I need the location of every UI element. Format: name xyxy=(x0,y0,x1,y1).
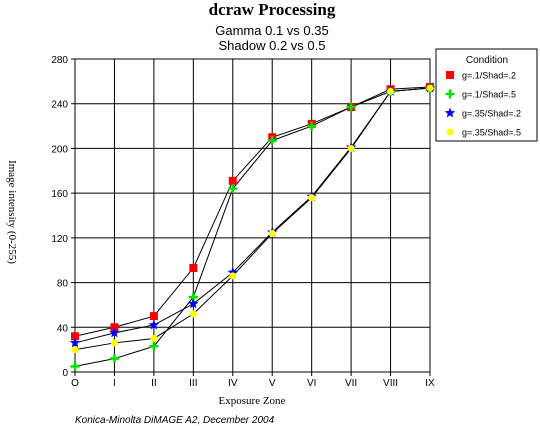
y-tick-label: 160 xyxy=(51,189,68,200)
data-point-s3-2 xyxy=(109,327,120,338)
footnote: Konica-Minolta DiMAGE A2, December 2004 xyxy=(75,415,275,426)
x-tick-label: IV xyxy=(228,378,238,389)
data-point-s3-1 xyxy=(69,337,81,348)
chart-subtitle-line-1: Gamma 0.1 vs 0.35 xyxy=(215,23,328,38)
series-markers xyxy=(69,82,436,371)
data-point-s1-1 xyxy=(71,332,79,341)
x-tick-label: II xyxy=(151,378,157,389)
x-tick-label: IX xyxy=(425,378,435,389)
legend-marker-4 xyxy=(446,128,454,136)
data-point-s1-3 xyxy=(149,312,158,321)
data-point-s2-5 xyxy=(228,184,238,194)
legend-label-2: g=.1/Shad=.5 xyxy=(462,90,516,100)
y-tick-label: 200 xyxy=(51,144,68,155)
data-point-s2-2 xyxy=(109,354,119,364)
legend-label-3: g=.35/Shad=.2 xyxy=(462,109,521,119)
data-point-s4-2 xyxy=(110,339,118,347)
data-point-s1-5 xyxy=(228,176,237,185)
data-point-s3-4 xyxy=(188,298,199,309)
y-tick-label: 120 xyxy=(51,234,68,245)
y-tick-label: 240 xyxy=(51,100,68,111)
data-point-s1-4 xyxy=(189,264,198,273)
data-point-s3-5 xyxy=(227,267,239,277)
x-tick-label: V xyxy=(269,378,276,389)
data-point-s4-6 xyxy=(268,229,276,237)
data-point-s4-1 xyxy=(71,346,79,354)
series-line-1 xyxy=(74,86,431,337)
legend-label-4: g=.35/Shad=.5 xyxy=(462,128,521,138)
data-point-s2-7 xyxy=(307,121,317,131)
x-tick-label: O xyxy=(71,378,79,389)
legend-items: g=.1/Shad=.2 g=.1/Shad=.5 g=.35/Shad=.2 g=.… xyxy=(444,71,521,138)
legend-marker-3 xyxy=(444,107,456,118)
legend-title: Condition xyxy=(466,55,508,66)
y-tick-label: 0 xyxy=(62,368,68,379)
data-point-s3-3 xyxy=(148,319,160,330)
data-point-s1-2 xyxy=(110,323,119,332)
y-axis-label: Image intensity (0-255) xyxy=(6,160,18,264)
plot-area-frame xyxy=(74,58,431,373)
data-point-s4-10 xyxy=(426,84,434,92)
data-point-s4-8 xyxy=(347,144,355,152)
series-line-3 xyxy=(74,87,431,344)
data-point-s2-6 xyxy=(267,136,277,146)
x-tick-label: I xyxy=(113,378,116,389)
y-tick-label: 40 xyxy=(57,323,69,334)
x-tick-label: III xyxy=(189,378,197,389)
series-line-4 xyxy=(74,87,431,351)
legend-label-1: g=.1/Shad=.2 xyxy=(462,71,516,81)
data-point-s2-1 xyxy=(70,361,80,371)
data-point-s2-3 xyxy=(149,341,159,351)
data-point-s4-9 xyxy=(387,87,395,95)
x-tick-label: VI xyxy=(307,378,316,389)
legend-marker-2 xyxy=(445,89,455,99)
data-point-s4-3 xyxy=(150,334,158,342)
data-point-s2-8 xyxy=(346,102,356,112)
x-tick-labels: O I II III IV V VI VII VIII IX xyxy=(71,378,435,389)
x-axis-label: Exposure Zone xyxy=(219,395,286,407)
x-tick-label: VIII xyxy=(383,378,398,389)
legend-marker-1 xyxy=(446,71,454,79)
y-tick-label: 80 xyxy=(57,279,69,290)
data-point-s4-4 xyxy=(189,310,197,318)
y-tick-labels: 0 40 80 120 160 200 240 280 xyxy=(51,55,68,379)
series-line-2 xyxy=(74,87,431,367)
grid-lines xyxy=(71,58,431,376)
chart-subtitle-line-2: Shadow 0.2 vs 0.5 xyxy=(219,38,326,53)
series-lines xyxy=(74,86,431,367)
x-tick-label: VII xyxy=(345,378,357,389)
chart-title: dcraw Processing xyxy=(209,0,336,19)
legend: Condition g=.1/Shad=.2 g=.1/Shad=.5 g=.35/… xyxy=(435,48,538,142)
y-tick-label: 280 xyxy=(51,55,68,66)
data-point-s4-5 xyxy=(229,272,237,280)
data-point-s4-7 xyxy=(308,194,316,202)
